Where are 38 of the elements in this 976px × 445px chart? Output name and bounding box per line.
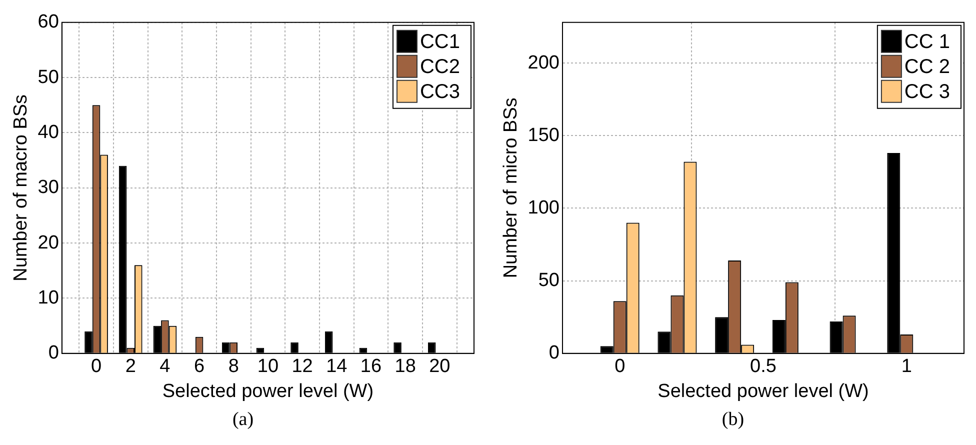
x-tick-label: 20 xyxy=(429,356,450,378)
x-tick-label: 1 xyxy=(901,356,912,378)
x-tick-label: 0 xyxy=(90,356,102,378)
x-tick-label: 2 xyxy=(125,356,136,378)
legend-label: CC2 xyxy=(420,56,460,78)
y-tick-label: 50 xyxy=(38,66,59,88)
legend-label: CC1 xyxy=(420,30,460,53)
y-tick-label: 200 xyxy=(528,52,560,74)
x-tick-label: 4 xyxy=(160,356,171,378)
y-tick-label: 0 xyxy=(548,342,560,364)
x-axis-title: Selected power level (W) xyxy=(162,380,374,402)
legend-label: CC 1 xyxy=(904,30,950,53)
x-tick-label: 12 xyxy=(292,356,313,378)
y-tick-label: 60 xyxy=(38,12,59,33)
x-tick-label: 0 xyxy=(614,356,626,378)
x-tick-label: 18 xyxy=(394,356,416,378)
x-tick-label: 6 xyxy=(194,356,205,378)
y-tick-label: 10 xyxy=(38,287,59,308)
x-axis-title: Selected power level (W) xyxy=(658,380,869,402)
y-tick-label: 40 xyxy=(38,122,59,143)
legend-label: CC3 xyxy=(420,80,460,103)
text: (b) xyxy=(722,409,744,431)
x-tick-label: 8 xyxy=(228,356,239,378)
y-tick-label: 50 xyxy=(538,270,560,292)
y-tick-label: 100 xyxy=(528,197,560,218)
y-tick-label: 0 xyxy=(48,342,59,364)
x-tick-label: 14 xyxy=(326,356,348,378)
y-tick-label: 30 xyxy=(38,177,59,198)
y-axis-title: Number of micro BSs xyxy=(500,98,522,278)
y-tick-label: 20 xyxy=(38,232,59,254)
x-tick-label: 16 xyxy=(360,356,382,378)
legend-label: CC 3 xyxy=(904,80,950,103)
x-tick-label: 0.5 xyxy=(750,356,776,378)
x-tick-label: 10 xyxy=(257,356,279,378)
y-axis-title: Number of macro BSs xyxy=(10,94,32,282)
y-tick-label: 150 xyxy=(528,124,560,146)
text: (a) xyxy=(232,409,254,431)
legend-label: CC 2 xyxy=(904,56,950,78)
